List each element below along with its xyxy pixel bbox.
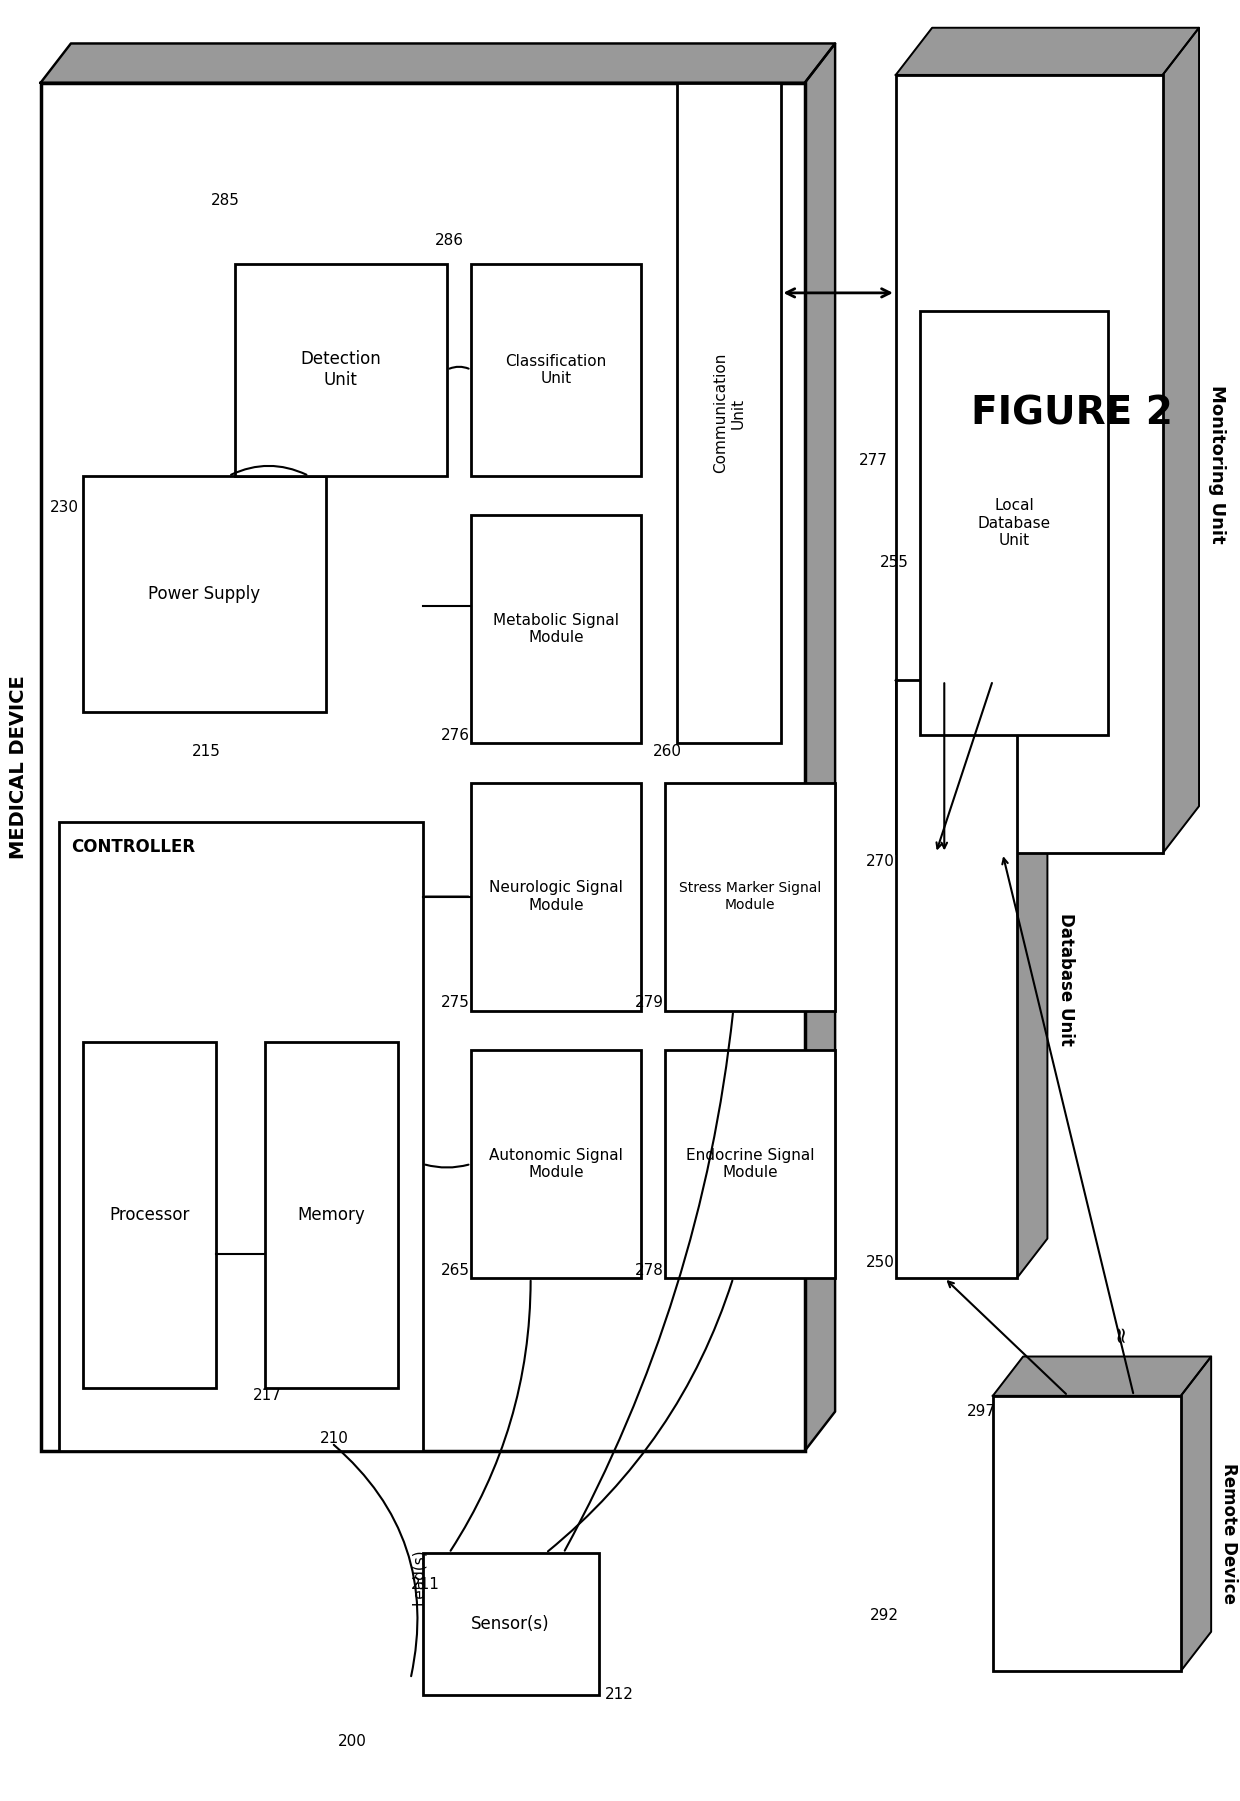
- Text: Database Unit: Database Unit: [1056, 913, 1075, 1046]
- Text: Metabolic Signal
Module: Metabolic Signal Module: [494, 612, 619, 645]
- Text: 230: 230: [51, 501, 79, 515]
- Text: Endocrine Signal
Module: Endocrine Signal Module: [686, 1147, 815, 1180]
- Text: Lead(s): Lead(s): [410, 1549, 425, 1605]
- Text: Monitoring Unit: Monitoring Unit: [1208, 385, 1226, 544]
- Text: 211: 211: [410, 1578, 439, 1592]
- Bar: [265, 1043, 398, 1389]
- Bar: [895, 76, 1163, 854]
- Text: 277: 277: [859, 452, 888, 468]
- Polygon shape: [41, 43, 835, 83]
- Polygon shape: [1017, 641, 1048, 1279]
- Text: 278: 278: [635, 1263, 663, 1277]
- Bar: [666, 783, 835, 1010]
- Text: 217: 217: [253, 1389, 281, 1403]
- Bar: [58, 821, 423, 1452]
- Bar: [920, 312, 1109, 735]
- Polygon shape: [895, 27, 1199, 76]
- Text: 276: 276: [441, 728, 470, 742]
- Polygon shape: [895, 641, 1048, 681]
- Bar: [234, 263, 446, 475]
- Text: 297: 297: [967, 1405, 996, 1419]
- Bar: [471, 515, 641, 744]
- Polygon shape: [993, 1356, 1211, 1396]
- Bar: [41, 83, 805, 1452]
- Bar: [83, 475, 326, 711]
- Bar: [471, 1050, 641, 1279]
- Text: Classification
Unit: Classification Unit: [506, 353, 606, 385]
- Polygon shape: [1163, 27, 1199, 854]
- Text: MEDICAL DEVICE: MEDICAL DEVICE: [9, 675, 29, 859]
- Text: Stress Marker Signal
Module: Stress Marker Signal Module: [680, 881, 821, 911]
- Text: 255: 255: [880, 555, 909, 569]
- Text: 279: 279: [635, 996, 663, 1010]
- Bar: [895, 681, 1017, 1279]
- Text: Power Supply: Power Supply: [149, 585, 260, 603]
- Text: FIGURE 2: FIGURE 2: [971, 394, 1173, 432]
- Text: Communication
Unit: Communication Unit: [713, 353, 745, 474]
- Text: ≈: ≈: [1111, 1324, 1131, 1342]
- Bar: [423, 1552, 599, 1695]
- Text: CONTROLLER: CONTROLLER: [71, 837, 195, 855]
- Text: 265: 265: [441, 1263, 470, 1277]
- Text: 215: 215: [192, 744, 221, 758]
- Bar: [666, 1050, 835, 1279]
- Text: Autonomic Signal
Module: Autonomic Signal Module: [489, 1147, 622, 1180]
- Text: Detection
Unit: Detection Unit: [300, 351, 381, 389]
- Bar: [993, 1396, 1180, 1671]
- Text: Local
Database
Unit: Local Database Unit: [977, 499, 1050, 548]
- Text: Memory: Memory: [298, 1207, 366, 1225]
- Polygon shape: [1180, 1356, 1211, 1671]
- Polygon shape: [805, 43, 835, 1452]
- Bar: [677, 83, 780, 744]
- Text: 260: 260: [653, 744, 682, 758]
- Text: Sensor(s): Sensor(s): [471, 1615, 549, 1634]
- Text: 212: 212: [605, 1688, 634, 1702]
- Text: Remote Device: Remote Device: [1220, 1462, 1239, 1605]
- Bar: [471, 783, 641, 1010]
- Bar: [471, 263, 641, 475]
- Text: Processor: Processor: [109, 1207, 190, 1225]
- Text: 286: 286: [435, 232, 464, 247]
- Text: 270: 270: [866, 854, 894, 868]
- Text: 200: 200: [337, 1734, 367, 1749]
- Text: 292: 292: [870, 1608, 899, 1623]
- Text: 275: 275: [441, 996, 470, 1010]
- Bar: [83, 1043, 217, 1389]
- Text: Neurologic Signal
Module: Neurologic Signal Module: [489, 881, 622, 913]
- Text: 210: 210: [320, 1430, 348, 1446]
- Text: 285: 285: [211, 193, 239, 209]
- Text: 250: 250: [866, 1255, 894, 1270]
